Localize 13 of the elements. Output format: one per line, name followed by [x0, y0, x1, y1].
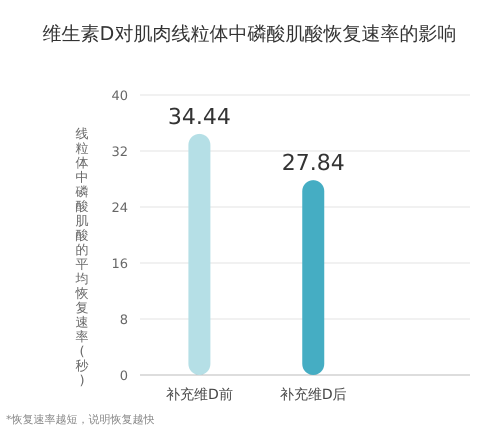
- data-label: 34.44: [168, 104, 231, 130]
- chart-title: 维生素D对肌肉线粒体中磷酸肌酸恢复速率的影响: [42, 23, 456, 45]
- x-tick-label: 补充维D前: [166, 387, 233, 403]
- y-tick-label: 32: [111, 145, 128, 160]
- x-tick-label: 补充维D后: [280, 387, 347, 403]
- text: *恢复速率越短，说明恢复越快: [6, 413, 154, 426]
- y-tick-label: 16: [111, 257, 128, 272]
- y-tick-label: 8: [120, 313, 128, 328]
- text: 线粒体中磷酸肌酸的平均恢复速率(秒): [76, 127, 88, 388]
- data-label: 27.84: [282, 151, 345, 176]
- y-tick-label: 0: [120, 369, 128, 384]
- y-tick-label: 24: [111, 201, 128, 216]
- y-tick-label: 40: [111, 89, 128, 104]
